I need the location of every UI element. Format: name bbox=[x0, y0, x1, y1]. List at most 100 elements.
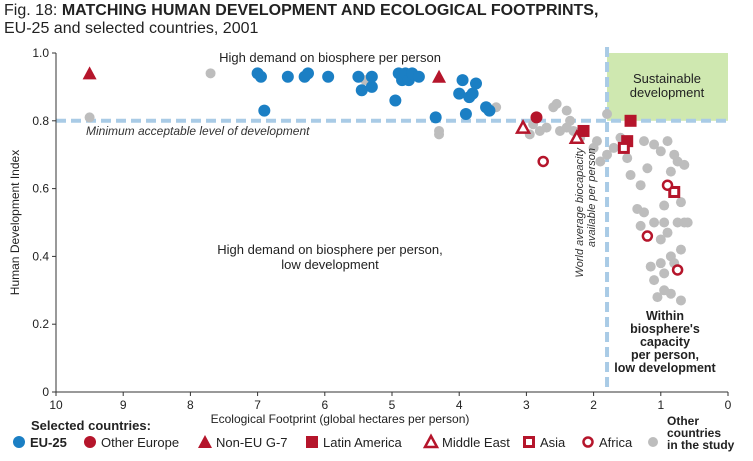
x-tick-label: 2 bbox=[590, 398, 597, 412]
x-tick-label: 10 bbox=[49, 398, 63, 412]
point-middle-east bbox=[568, 129, 585, 144]
figure-title: Fig. 18: MATCHING HUMAN DEVELOPMENT AND … bbox=[4, 2, 598, 20]
point-other-countries-in-the-study bbox=[662, 136, 673, 147]
point-other-countries-in-the-study bbox=[662, 227, 673, 238]
legend-label-latin-america: Latin America bbox=[323, 435, 403, 450]
point-africa bbox=[641, 230, 654, 242]
point-other-countries-in-the-study bbox=[675, 295, 686, 306]
point-other-countries-in-the-study bbox=[551, 98, 562, 109]
point-other-countries-in-the-study bbox=[561, 105, 572, 116]
point-other-countries-in-the-study bbox=[655, 234, 666, 245]
point-other-countries-in-the-study bbox=[565, 115, 576, 126]
point-other-countries-in-the-study bbox=[659, 268, 670, 279]
legend-marker-asia bbox=[523, 436, 535, 448]
legend-marker-eu-25 bbox=[13, 436, 25, 448]
point-other-countries-in-the-study bbox=[642, 163, 653, 174]
point-eu-25 bbox=[466, 87, 479, 100]
point-other-countries-in-the-study bbox=[665, 288, 676, 299]
point-asia bbox=[617, 141, 630, 154]
point-other-countries-in-the-study bbox=[602, 109, 613, 120]
point-eu-25 bbox=[281, 70, 294, 83]
x-tick-label: 7 bbox=[254, 398, 261, 412]
point-eu-25 bbox=[470, 77, 482, 90]
point-other-countries-in-the-study bbox=[655, 146, 666, 157]
sustainable-region bbox=[607, 53, 728, 121]
point-middle-east bbox=[514, 118, 532, 134]
point-other-countries-in-the-study bbox=[84, 112, 95, 123]
labels-layer: High demand on biosphere per person High … bbox=[86, 50, 717, 375]
biocapacity-label: available per person bbox=[586, 148, 598, 247]
point-eu-25 bbox=[389, 94, 402, 107]
point-other-countries-in-the-study bbox=[659, 200, 670, 211]
point-africa bbox=[537, 155, 549, 168]
legend-marker-non-eu-g-7 bbox=[198, 435, 212, 448]
point-latin-america bbox=[624, 114, 637, 127]
point-other-countries-in-the-study bbox=[622, 153, 633, 164]
point-africa bbox=[671, 264, 684, 276]
point-other-countries-in-the-study bbox=[675, 244, 686, 255]
point-eu-25 bbox=[322, 70, 335, 83]
legend-label-other-countries-in-the-study: Other bbox=[667, 414, 699, 428]
figure-title-text: MATCHING HUMAN DEVELOPMENT AND ECOLOGICA… bbox=[61, 2, 599, 19]
point-other-countries-in-the-study bbox=[625, 170, 636, 181]
point-eu-25 bbox=[453, 87, 466, 100]
x-tick-label: 9 bbox=[120, 398, 127, 412]
point-africa bbox=[661, 179, 674, 191]
region-label-high-demand-low-dev: low development bbox=[281, 257, 379, 272]
point-other-countries-in-the-study bbox=[591, 136, 602, 147]
region-label-within-capacity: Within bbox=[646, 309, 684, 323]
point-other-countries-in-the-study bbox=[608, 142, 619, 153]
point-eu-25 bbox=[365, 80, 378, 93]
y-tick-label: 1.0 bbox=[32, 46, 49, 60]
point-eu-25 bbox=[365, 70, 378, 83]
point-other-countries-in-the-study bbox=[679, 217, 690, 228]
point-asia bbox=[668, 185, 681, 198]
point-other-europe bbox=[530, 111, 543, 124]
point-other-countries-in-the-study bbox=[649, 139, 660, 150]
point-other-countries-in-the-study bbox=[652, 292, 663, 303]
region-label-high-demand-low-dev: High demand on biosphere per person, bbox=[217, 242, 442, 257]
region-label-within-capacity: low development bbox=[614, 361, 716, 375]
legend-marker-middle-east bbox=[422, 433, 440, 449]
point-eu-25 bbox=[483, 104, 496, 117]
legend-marker-other-countries-in-the-study bbox=[648, 437, 658, 447]
x-tick-label: 0 bbox=[725, 398, 732, 412]
biocapacity-label: World average biocapacity bbox=[574, 147, 586, 278]
x-tick-label: 5 bbox=[389, 398, 396, 412]
x-tick-label: 1 bbox=[657, 398, 664, 412]
y-tick-label: 0.2 bbox=[32, 317, 49, 331]
y-tick-label: 0.8 bbox=[32, 114, 49, 128]
legend-label-other-countries-in-the-study: countries bbox=[667, 426, 721, 440]
legend-label-africa: Africa bbox=[599, 435, 633, 450]
legend-label-asia: Asia bbox=[540, 435, 566, 450]
y-tick-label: 0 bbox=[42, 385, 49, 399]
point-other-countries-in-the-study bbox=[205, 68, 216, 79]
region-label-sustainable: Sustainable bbox=[633, 71, 701, 86]
y-tick-label: 0.6 bbox=[32, 182, 49, 196]
x-tick-label: 4 bbox=[456, 398, 463, 412]
point-eu-25 bbox=[352, 70, 365, 83]
y-tick-label: 0.4 bbox=[32, 249, 49, 263]
point-eu-25 bbox=[355, 84, 368, 97]
point-other-countries-in-the-study bbox=[639, 136, 649, 147]
point-other-countries-in-the-study bbox=[675, 197, 686, 208]
legend-marker-africa bbox=[582, 436, 594, 448]
figure-subtitle: EU-25 and selected countries, 2001 bbox=[4, 20, 259, 37]
point-other-countries-in-the-study bbox=[602, 149, 613, 160]
point-other-countries-in-the-study bbox=[639, 207, 649, 218]
point-eu-25 bbox=[456, 74, 469, 87]
y-axis-label: Human Development Index bbox=[8, 150, 22, 295]
point-eu-25 bbox=[429, 111, 442, 124]
region-label-within-capacity: biosphere's bbox=[630, 322, 700, 336]
x-tick-label: 6 bbox=[321, 398, 328, 412]
legend-title: Selected countries: bbox=[31, 418, 151, 433]
background-layer bbox=[56, 47, 728, 392]
point-other-countries-in-the-study bbox=[541, 122, 552, 133]
point-other-countries-in-the-study bbox=[649, 217, 660, 228]
x-tick-label: 8 bbox=[187, 398, 194, 412]
legend-marker-latin-america bbox=[306, 436, 318, 448]
figure-number: Fig. 18: bbox=[4, 2, 58, 19]
point-other-countries-in-the-study bbox=[645, 261, 656, 272]
